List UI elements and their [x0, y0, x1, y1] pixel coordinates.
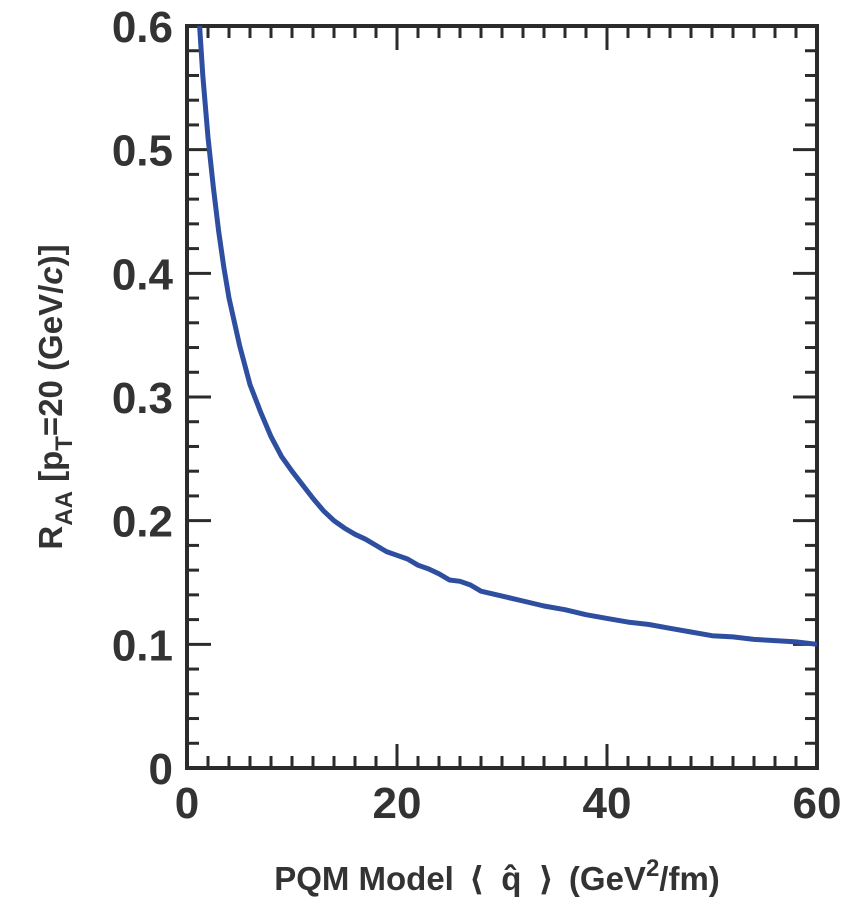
series-line: [197, 25, 818, 647]
x-tick-label: 0: [175, 779, 199, 828]
y-tick-label: 0.1: [112, 621, 173, 670]
y-tick-labels: 0 0.1 0.2 0.3 0.4 0.5 0.6: [112, 3, 174, 794]
x-tick-label: 20: [373, 779, 422, 828]
y-tick-label: 0.2: [112, 498, 173, 547]
y-tick-label: 0.3: [112, 374, 173, 423]
x-tick-label: 60: [793, 779, 842, 828]
x-tick-label: 40: [583, 779, 632, 828]
y-tick-label: 0.4: [112, 250, 174, 299]
major-ticks: [187, 26, 817, 768]
plot-frame: [185, 24, 819, 770]
y-tick-label: 0.6: [112, 3, 173, 52]
minor-ticks: [187, 26, 817, 768]
series-group: [197, 25, 818, 647]
y-tick-label: 0.5: [112, 127, 173, 176]
x-tick-labels: 0 20 40 60: [175, 779, 842, 828]
y-tick-label: 0: [149, 745, 173, 794]
x-axis-label: PQM Model ⟨ q̂ ⟩ (GeV2/fm): [274, 855, 720, 897]
y-axis-label: RAA [pT=20 (GeV/c)]: [32, 244, 78, 549]
